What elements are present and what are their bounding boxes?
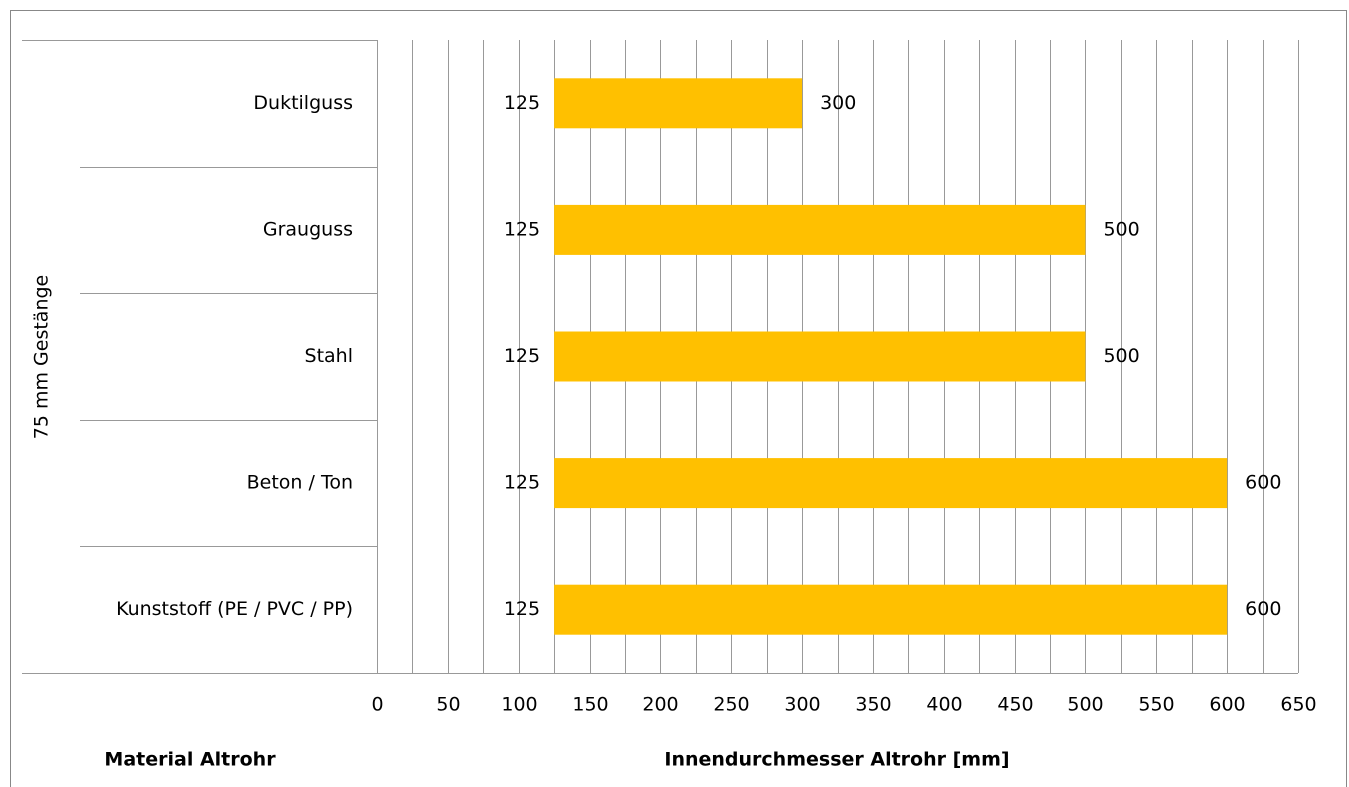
low-label: 125 bbox=[504, 218, 540, 240]
category-label: Stahl bbox=[305, 345, 353, 367]
bar bbox=[554, 78, 803, 129]
low-label: 125 bbox=[504, 472, 540, 494]
x-tick-label: 0 bbox=[371, 694, 383, 716]
x-tick-label: 500 bbox=[1067, 694, 1103, 716]
x-tick-label: 600 bbox=[1209, 694, 1245, 716]
x-tick-label: 400 bbox=[926, 694, 962, 716]
x-tick-label: 200 bbox=[642, 694, 678, 716]
x-axis-title: Innendurchmesser Altrohr [mm] bbox=[664, 749, 1009, 771]
bar bbox=[554, 331, 1086, 382]
bar bbox=[554, 204, 1086, 255]
x-tick-label: 350 bbox=[855, 694, 891, 716]
x-tick-label: 150 bbox=[572, 694, 608, 716]
x-tick-label: 50 bbox=[436, 694, 460, 716]
bar bbox=[554, 458, 1228, 509]
category-label: Duktilguss bbox=[253, 92, 353, 114]
category-label: Kunststoff (PE / PVC / PP) bbox=[116, 598, 353, 620]
high-label: 600 bbox=[1245, 598, 1281, 620]
x-tick-label: 550 bbox=[1138, 694, 1174, 716]
high-label: 500 bbox=[1103, 218, 1139, 240]
x-tick-label: 300 bbox=[784, 694, 820, 716]
category-axis-title: Material Altrohr bbox=[104, 749, 276, 771]
category-label: Beton / Ton bbox=[247, 472, 353, 494]
x-tick-label: 100 bbox=[501, 694, 537, 716]
high-label: 300 bbox=[820, 92, 856, 114]
chart-border bbox=[10, 10, 1347, 787]
x-tick-label: 650 bbox=[1280, 694, 1316, 716]
category-label: Grauguss bbox=[263, 218, 353, 240]
x-tick-label: 450 bbox=[997, 694, 1033, 716]
low-label: 125 bbox=[504, 92, 540, 114]
high-label: 600 bbox=[1245, 472, 1281, 494]
low-label: 125 bbox=[504, 598, 540, 620]
bar bbox=[554, 584, 1228, 635]
low-label: 125 bbox=[504, 345, 540, 367]
group-label: 75 mm Gestänge bbox=[31, 275, 53, 439]
high-label: 500 bbox=[1103, 345, 1139, 367]
x-tick-label: 250 bbox=[713, 694, 749, 716]
